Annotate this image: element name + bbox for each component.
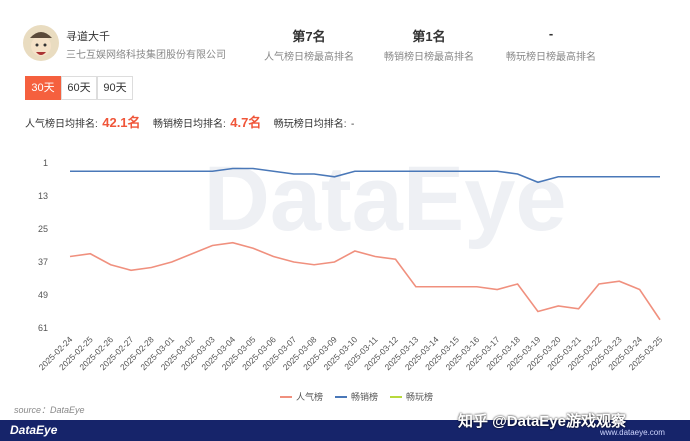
line — [69, 241, 661, 321]
avg-value: 4.7名 — [230, 115, 262, 130]
legend-label: 畅销榜 — [351, 391, 378, 402]
y-tick-label: 61 — [38, 323, 48, 333]
line — [70, 167, 660, 184]
legend-label: 畅玩榜 — [406, 391, 433, 402]
footer-bar — [0, 420, 690, 441]
avg-label: 人气榜日均排名: — [25, 119, 98, 130]
footer-logo: DataEye — [10, 423, 58, 437]
avg-value: - — [351, 119, 355, 130]
stat-label: 畅销榜日榜最高排名 — [384, 52, 474, 63]
legend-label: 人气榜 — [296, 391, 323, 402]
y-tick-label: 25 — [38, 224, 48, 234]
stat-label: 人气榜日榜最高排名 — [264, 52, 354, 63]
app-name: 寻道大千 — [66, 31, 110, 43]
avg-label: 畅玩榜日均排名: — [273, 119, 347, 130]
avatar — [23, 25, 59, 61]
avg-label: 畅销榜日均排名: — [153, 119, 226, 130]
y-tick-label: 1 — [43, 158, 48, 168]
stat-value: 第7名 — [292, 29, 326, 44]
stat-value: - — [548, 26, 554, 41]
footer-credit: 知乎 @DataEye游戏观察 — [458, 413, 626, 430]
source: source：DataEye — [14, 405, 85, 415]
y-tick-label: 13 — [38, 191, 48, 201]
stat-label: 畅玩榜日榜最高排名 — [506, 52, 596, 63]
footer-url: www.dataeye.com — [600, 428, 665, 437]
tab-active[interactable]: 30天 — [25, 76, 61, 100]
company: 三七互娱网络科技集团股份有限公司 — [66, 50, 226, 61]
y-tick-label: 37 — [38, 257, 48, 267]
averages: 人气榜日均排名: 42.1名 畅销榜日均排名: 4.7名 畅玩榜日均排名: - — [25, 112, 354, 132]
avg-value: 42.1名 — [102, 115, 141, 130]
y-tick-label: 49 — [38, 290, 48, 300]
chart: DataEye 113253749612025-02-242025-02-252… — [14, 148, 665, 415]
watermark: DataEye — [203, 148, 566, 250]
stat-value: 第1名 — [412, 29, 446, 44]
tab[interactable]: 90天 — [97, 76, 133, 100]
tab[interactable]: 60天 — [61, 76, 97, 100]
